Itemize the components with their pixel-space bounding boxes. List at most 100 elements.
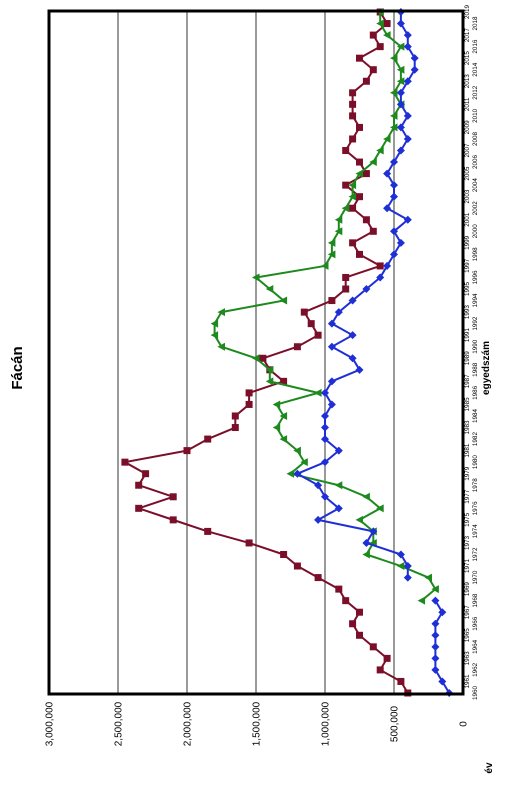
- data-point: [349, 204, 357, 212]
- y-tick-label: 1,000,000: [321, 701, 332, 746]
- data-point: [321, 458, 329, 467]
- data-point: [383, 654, 391, 662]
- x-tick-label: 2010: [472, 108, 479, 123]
- x-tick-label: 1980: [472, 455, 479, 470]
- data-point: [403, 111, 412, 120]
- data-point: [390, 250, 398, 259]
- data-point: [349, 89, 357, 97]
- data-point: [403, 573, 412, 582]
- data-point: [396, 562, 405, 571]
- data-point: [279, 435, 288, 444]
- data-point: [300, 308, 308, 316]
- data-point: [142, 470, 150, 478]
- data-point: [362, 550, 370, 559]
- x-tick-label: 2000: [472, 224, 479, 239]
- y-tick-label: 1,500,000: [252, 701, 263, 746]
- x-tick-label: 2002: [472, 201, 479, 216]
- data-point: [280, 550, 288, 558]
- data-point: [334, 227, 343, 236]
- data-point: [390, 158, 398, 167]
- data-point: [349, 112, 357, 120]
- data-point: [362, 77, 370, 85]
- data-point: [376, 43, 384, 51]
- data-point: [204, 435, 212, 443]
- x-tick-label: 1990: [472, 339, 479, 354]
- data-point: [431, 654, 440, 663]
- data-point: [396, 146, 405, 155]
- data-point: [383, 169, 392, 178]
- data-point: [231, 412, 239, 420]
- data-point: [376, 19, 384, 28]
- data-point: [314, 331, 322, 339]
- x-tick-label: 1989: [464, 351, 471, 366]
- data-point: [135, 504, 143, 512]
- data-point: [314, 481, 323, 490]
- data-point: [335, 585, 343, 593]
- x-tick-label: 1994: [472, 293, 479, 308]
- data-point: [403, 215, 412, 224]
- data-point: [217, 308, 225, 317]
- data-point: [279, 411, 288, 420]
- data-point: [245, 400, 253, 408]
- data-point: [321, 388, 329, 397]
- x-tick-label: 1987: [464, 374, 471, 389]
- data-point: [397, 677, 405, 685]
- data-point: [431, 619, 440, 628]
- data-point: [369, 527, 378, 536]
- data-point: [376, 146, 384, 155]
- x-tick-label: 2008: [472, 131, 479, 146]
- x-tick-label: 1991: [464, 328, 471, 343]
- data-point: [403, 77, 412, 86]
- x-tick-label: 1966: [472, 616, 479, 631]
- x-tick-label: 2014: [472, 62, 479, 77]
- data-point: [265, 285, 274, 294]
- x-tick-label: 2018: [472, 16, 479, 31]
- data-point: [390, 88, 398, 97]
- data-point: [356, 631, 363, 639]
- data-point: [369, 158, 377, 167]
- data-point: [369, 31, 377, 39]
- x-tick-label: 1996: [472, 270, 479, 285]
- data-point: [383, 31, 391, 40]
- data-point: [348, 296, 357, 305]
- data-point: [321, 435, 329, 444]
- data-point: [376, 666, 384, 674]
- x-tick-label: 2016: [472, 39, 479, 54]
- x-tick-label: 2012: [472, 85, 479, 100]
- x-tick-label: 1961: [464, 674, 471, 689]
- x-tick-label: 1975: [464, 512, 471, 527]
- data-point: [293, 343, 301, 351]
- data-point: [348, 192, 357, 201]
- data-point: [334, 446, 343, 455]
- y-tick-labels: 0 500,000 1,000,000 1,500,000 2,000,000 2,500…: [45, 701, 470, 746]
- data-point: [259, 354, 267, 362]
- x-tick-label: 1965: [464, 628, 471, 643]
- data-point: [300, 458, 308, 467]
- data-point: [231, 424, 239, 432]
- data-point: [272, 400, 281, 409]
- data-point: [390, 192, 398, 201]
- data-point: [321, 261, 329, 270]
- x-tick-label: 1998: [472, 247, 479, 262]
- gridlines: [117, 11, 395, 694]
- data-point: [424, 573, 432, 582]
- data-point: [272, 423, 281, 432]
- series-line: [123, 11, 409, 694]
- data-point: [410, 65, 419, 74]
- data-point: [403, 562, 412, 571]
- data-point: [348, 354, 357, 363]
- data-point: [252, 354, 260, 363]
- x-tick-label: 1986: [472, 385, 479, 400]
- data-point: [210, 319, 219, 328]
- data-point: [321, 411, 329, 420]
- data-point: [362, 285, 371, 294]
- x-axis-label: év: [484, 762, 495, 774]
- data-point: [342, 181, 350, 189]
- data-point: [279, 296, 288, 305]
- y-tick-label: 2,500,000: [114, 701, 125, 746]
- data-point: [431, 585, 439, 594]
- data-point: [438, 608, 447, 617]
- x-tick-label: 1997: [464, 258, 471, 273]
- data-point: [321, 492, 329, 501]
- x-tick-label: 1978: [472, 478, 479, 493]
